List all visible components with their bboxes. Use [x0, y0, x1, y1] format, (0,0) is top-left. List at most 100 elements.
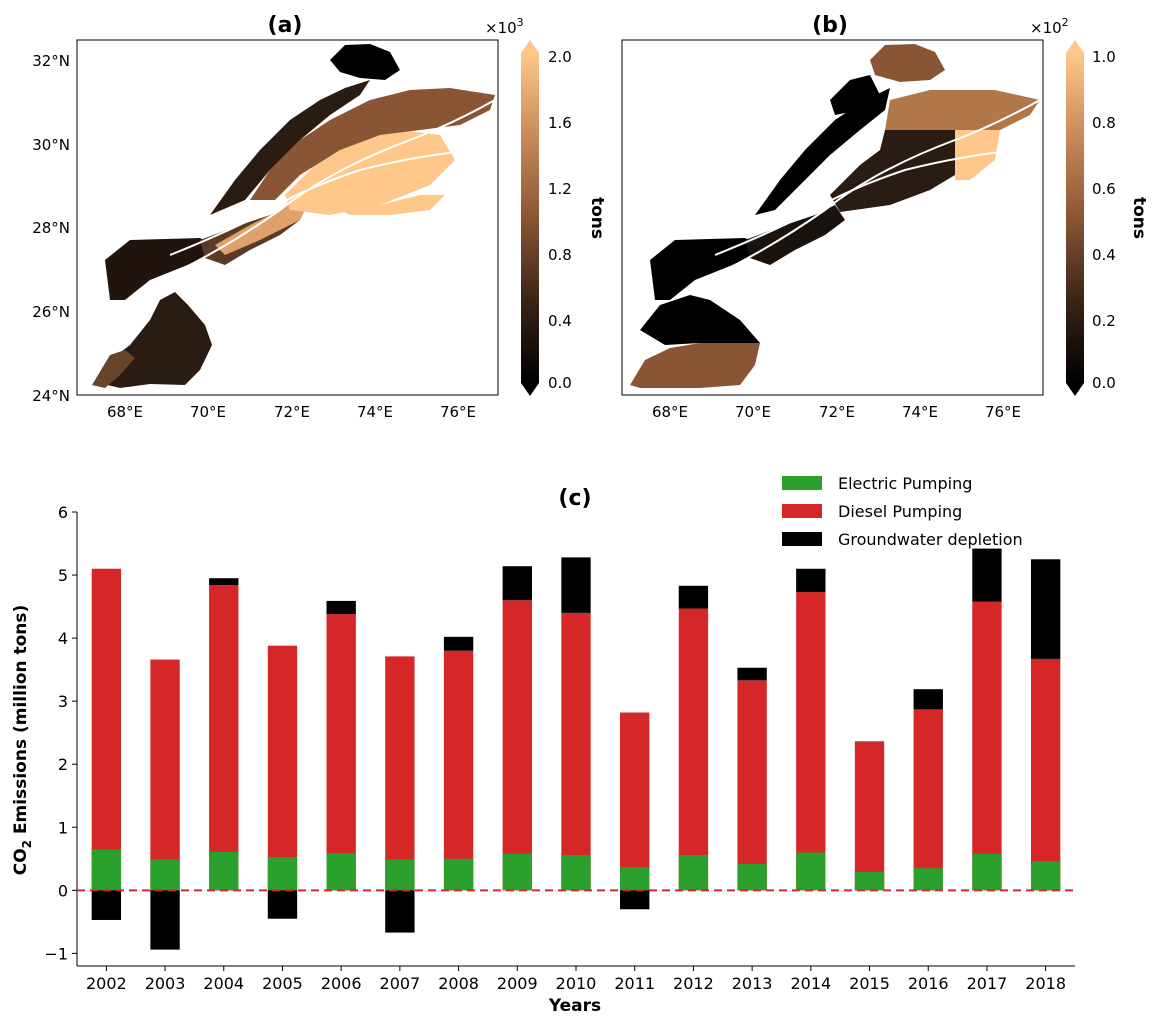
- x-tick-label: 2016: [908, 974, 949, 993]
- x-axis-label: Years: [548, 996, 601, 1016]
- panel-b-lon-tick: 68°E: [652, 403, 688, 421]
- y-tick-label: 3: [58, 692, 68, 711]
- panel-b-colorbar-bottom-arrow: [1066, 383, 1084, 396]
- x-tick-label: 2018: [1025, 974, 1066, 993]
- panel-a-region-mid-west: [105, 238, 215, 300]
- x-tick-label: 2009: [497, 974, 538, 993]
- x-tick-label: 2017: [967, 974, 1008, 993]
- panel-b-region-mid: [745, 205, 845, 265]
- bar-diesel-2003: [150, 659, 180, 891]
- bar-electric-2009: [502, 853, 532, 891]
- panel-b-region-north: [755, 88, 890, 215]
- bar-groundwater-2015: [854, 741, 885, 743]
- panel-a: (a) 32°N 30°N 28°N 26°N 24°N 68°E 70°E: [32, 13, 607, 421]
- legend-label-electric: Electric Pumping: [838, 474, 972, 493]
- panel-b-region-central: [830, 130, 955, 212]
- panel-b-title: (b): [812, 13, 848, 38]
- x-tick-label: 2010: [556, 974, 597, 993]
- panel-a-colorbar-tick: 0.0: [548, 374, 572, 392]
- bar-groundwater-2012: [678, 585, 709, 609]
- bar-diesel-2015: [854, 742, 885, 891]
- panel-a-river-1: [179, 99, 496, 271]
- panel-b-colorbar-tick: 0.8: [1092, 114, 1116, 132]
- x-tick-label: 2007: [380, 974, 421, 993]
- panel-b-region-top-west: [830, 75, 880, 115]
- panel-a-colorbar-tick: 2.0: [548, 48, 572, 66]
- panel-b-map: [630, 44, 1041, 388]
- bar-groundwater-2007: [385, 890, 415, 933]
- bar-groundwater-2009: [502, 566, 532, 601]
- legend-label-groundwater: Groundwater depletion: [838, 530, 1023, 549]
- bar-groundwater-2003: [150, 890, 180, 950]
- bar-groundwater-2008: [443, 636, 474, 651]
- panel-a-colorbar-top-arrow: [521, 40, 539, 53]
- panel-b-colorbar-tick: 0.2: [1092, 312, 1116, 330]
- bar-electric-2015: [854, 872, 885, 891]
- panel-a-lon-ticks: 68°E 70°E 72°E 74°E 76°E: [107, 403, 476, 421]
- y-tick-label: 1: [58, 818, 68, 837]
- legend: Electric Pumping Diesel Pumping Groundwa…: [782, 474, 1023, 549]
- panel-b-colorbar-tick: 0.6: [1092, 180, 1116, 198]
- y-tick-label: 0: [58, 881, 68, 900]
- panel-a-lat-tick: 32°N: [32, 52, 70, 70]
- panel-b-river-2: [714, 149, 1021, 256]
- x-tick-label: 2005: [262, 974, 303, 993]
- bar-diesel-2005: [267, 645, 298, 891]
- bar-groundwater-2002: [91, 890, 122, 920]
- panel-b-colorbar-bar: [1066, 53, 1084, 383]
- panel-a-lon-tick: 72°E: [274, 403, 310, 421]
- bar-electric-2014: [796, 852, 826, 891]
- panel-b-region-lower-east: [700, 343, 760, 388]
- x-tick-label: 2014: [790, 974, 831, 993]
- panel-b-region-lower-west: [630, 343, 700, 388]
- bar-diesel-2008: [443, 650, 474, 891]
- bar-electric-2008: [443, 858, 474, 891]
- panel-a-region-corridor: [215, 195, 310, 255]
- panel-b: (b) 68°E 70°E 72°E 74°E 76°E: [621, 13, 1149, 421]
- bar-groundwater-2010: [561, 557, 591, 613]
- panel-b-lon-tick: 70°E: [735, 403, 771, 421]
- panel-b-colorbar-top-arrow: [1066, 40, 1084, 53]
- panel-a-river-2: [169, 149, 476, 256]
- bar-electric-2016: [913, 868, 943, 891]
- bar-diesel-2018: [1030, 658, 1061, 891]
- bar-diesel-2004: [209, 585, 239, 891]
- x-tick-label: 2006: [321, 974, 362, 993]
- panel-a-colorbar-tick: 1.2: [548, 180, 572, 198]
- bar-groundwater-2013: [737, 667, 767, 681]
- panel-b-colorbar-scale: ×102: [1030, 16, 1069, 37]
- bar-groundwater-2018: [1030, 559, 1061, 659]
- panel-a-colorbar-label: tons: [587, 197, 607, 239]
- panel-b-lon-ticks: 68°E 70°E 72°E 74°E 76°E: [652, 403, 1021, 421]
- bar-groundwater-2006: [326, 600, 356, 615]
- x-tick-label: 2012: [673, 974, 714, 993]
- panel-b-lon-tick: 76°E: [985, 403, 1021, 421]
- panel-a-colorbar-bar: [521, 53, 539, 383]
- x-tick-label: 2015: [849, 974, 890, 993]
- panel-b-colorbar-tick: 0.0: [1092, 374, 1116, 392]
- panel-a-lat-tick: 24°N: [32, 387, 70, 405]
- bar-groundwater-2005: [267, 890, 298, 919]
- panel-b-region-lower-dark: [640, 295, 760, 345]
- panel-a-region-ne: [250, 88, 495, 200]
- bar-electric-2011: [620, 867, 650, 891]
- x-tick-label: 2002: [86, 974, 127, 993]
- panel-a-region-top: [330, 44, 400, 80]
- bar-diesel-2012: [678, 608, 709, 891]
- legend-swatch-diesel: [782, 504, 822, 518]
- panel-a-region-central: [285, 130, 455, 215]
- bar-diesel-2010: [561, 612, 591, 891]
- bar-groundwater-2017: [972, 548, 1002, 602]
- bar-electric-2005: [267, 856, 298, 891]
- bar-diesel-2007: [385, 656, 415, 891]
- panel-b-lon-tick: 74°E: [902, 403, 938, 421]
- y-axis-label: CO2 Emissions (million tons): [11, 605, 34, 876]
- bar-electric-2010: [561, 855, 591, 891]
- panel-a-lon-tick: 68°E: [107, 403, 143, 421]
- chart-title: (c): [558, 486, 591, 511]
- bar-diesel-2002: [91, 568, 122, 891]
- y-tick-label: 4: [58, 629, 68, 648]
- bar-diesel-2009: [502, 600, 532, 891]
